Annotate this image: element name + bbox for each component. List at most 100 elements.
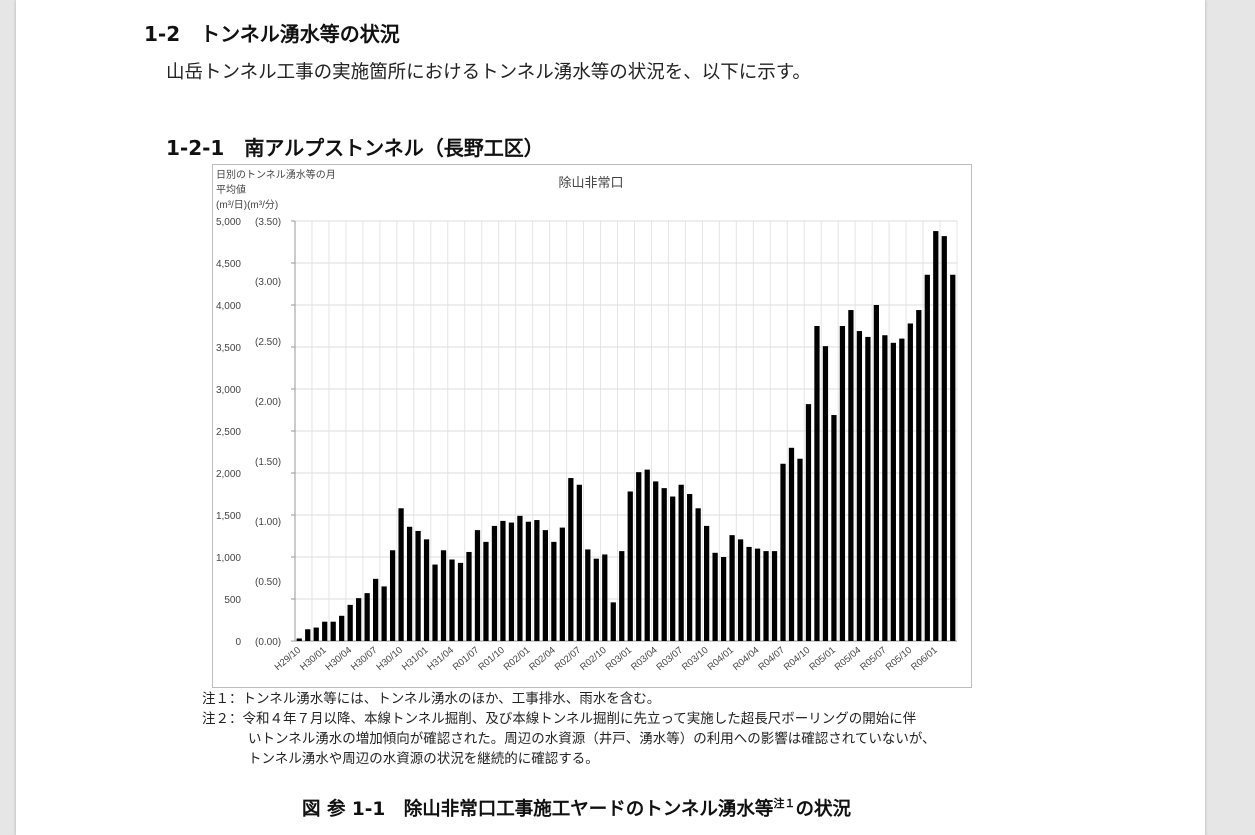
bar — [754, 548, 761, 641]
bar — [822, 346, 829, 641]
bar — [695, 508, 701, 641]
chart-bars — [296, 231, 956, 641]
bar — [678, 484, 684, 641]
bar — [296, 638, 302, 641]
x-tick-label: H31/04 — [425, 645, 456, 673]
y-left-tick-label: 3,500 — [216, 343, 241, 354]
y-left-tick-label: 4,500 — [216, 259, 241, 270]
bar — [899, 338, 905, 641]
bar — [406, 526, 413, 641]
y-left-tick-label: 500 — [224, 595, 241, 606]
bar — [653, 481, 659, 641]
bar — [831, 415, 837, 641]
bar — [585, 549, 591, 641]
y-right-tick-label: (3.50) — [255, 217, 281, 228]
x-tick-label: R03/10 — [680, 645, 711, 673]
note-2-line-2-text: いトンネル湧水の増加傾向が確認された。周辺の水資源（井戸、湧水等）の利用への影響… — [248, 731, 936, 747]
bar — [848, 310, 854, 641]
y-left-tick-label: 3,000 — [216, 385, 241, 396]
bar — [890, 342, 896, 641]
x-tick-label: R06/01 — [909, 645, 940, 673]
intro-paragraph: 山岳トンネル工事の実施箇所におけるトンネル湧水等の状況を、以下に示す。 — [166, 62, 811, 83]
bar — [398, 508, 404, 641]
bar — [559, 527, 565, 641]
bar — [610, 602, 616, 641]
x-tick-label: H30/10 — [374, 645, 405, 673]
section-heading: 1-2 トンネル湧水等の状況 — [144, 22, 400, 46]
y-right-tick-label: (2.00) — [255, 397, 281, 408]
y-left-tick-label: 4,000 — [216, 301, 241, 312]
note-2-line-3: トンネル湧水や周辺の水資源の状況を継続的に確認する。 — [202, 749, 599, 769]
note-2-line-1: 注２：令和４年７月以降、本線トンネル掘削、及び本線トンネル掘削に先立って実施した… — [202, 711, 917, 727]
bar — [423, 539, 430, 641]
x-tick-label: R04/01 — [705, 645, 736, 673]
y-axis-label-line: 平均値 — [216, 183, 246, 196]
bar — [313, 627, 319, 641]
bar — [661, 488, 667, 641]
x-tick-label: R02/04 — [527, 645, 558, 673]
bar — [619, 551, 625, 641]
bar — [474, 530, 481, 641]
x-tick-label: R03/04 — [629, 645, 660, 673]
bar — [670, 496, 676, 641]
bar — [534, 520, 540, 641]
bar — [636, 472, 642, 641]
y-left-tick-label: 1,000 — [216, 553, 241, 564]
y-right-tick-label: (2.50) — [255, 337, 281, 348]
y-right-tick-label: (1.00) — [255, 517, 281, 528]
bar — [950, 274, 956, 641]
x-tick-label: R04/04 — [731, 645, 762, 673]
bar — [440, 550, 447, 641]
y-right-tick-label: (1.50) — [255, 457, 281, 468]
bar — [814, 326, 820, 641]
bar — [372, 578, 379, 641]
x-tick-label: R01/10 — [476, 645, 507, 673]
x-tick-label: R03/01 — [604, 645, 635, 673]
bar — [483, 541, 489, 641]
y-left-tick-label: 0 — [235, 637, 241, 648]
x-tick-label: R04/10 — [782, 645, 813, 673]
bar — [805, 404, 812, 641]
bar — [907, 323, 913, 641]
bar — [500, 520, 506, 641]
bar — [703, 525, 710, 641]
bar — [339, 615, 345, 641]
bar — [737, 539, 744, 641]
x-tick-label: H31/01 — [400, 645, 431, 673]
subsection-heading: 1-2-1 南アルプストンネル（長野工区） — [166, 136, 544, 160]
bar — [466, 551, 472, 641]
bar — [933, 231, 939, 641]
bar — [924, 274, 930, 641]
bar — [364, 593, 370, 641]
bar — [873, 305, 880, 641]
figure-caption-tail: の状況 — [795, 799, 851, 820]
bar — [797, 458, 803, 641]
x-tick-label: R04/07 — [756, 645, 787, 673]
x-tick-label: R05/07 — [858, 645, 889, 673]
bar — [457, 562, 464, 641]
bar — [788, 447, 795, 641]
bar — [882, 335, 888, 641]
bar — [449, 559, 455, 641]
y-right-tick-label: (0.50) — [255, 577, 281, 588]
figure-caption-main: 図 参 1-1 除山非常口工事施工ヤードのトンネル湧水等 — [302, 799, 774, 820]
bar — [356, 598, 362, 641]
bar — [593, 558, 599, 641]
bar — [729, 535, 735, 641]
bar — [551, 541, 557, 641]
bar — [542, 530, 549, 641]
x-tick-label: H30/01 — [298, 645, 329, 673]
bar — [305, 629, 311, 641]
bar — [568, 478, 574, 641]
bar — [644, 469, 650, 641]
bar — [856, 331, 863, 641]
chart-title: 除山非常口 — [558, 175, 623, 190]
x-tick-label: R02/07 — [553, 645, 584, 673]
x-tick-label: H30/04 — [324, 645, 355, 673]
bar — [415, 530, 421, 641]
bar — [712, 552, 718, 641]
bar — [916, 310, 922, 641]
bar — [508, 522, 515, 641]
y-left-tick-label: 5,000 — [216, 217, 241, 228]
